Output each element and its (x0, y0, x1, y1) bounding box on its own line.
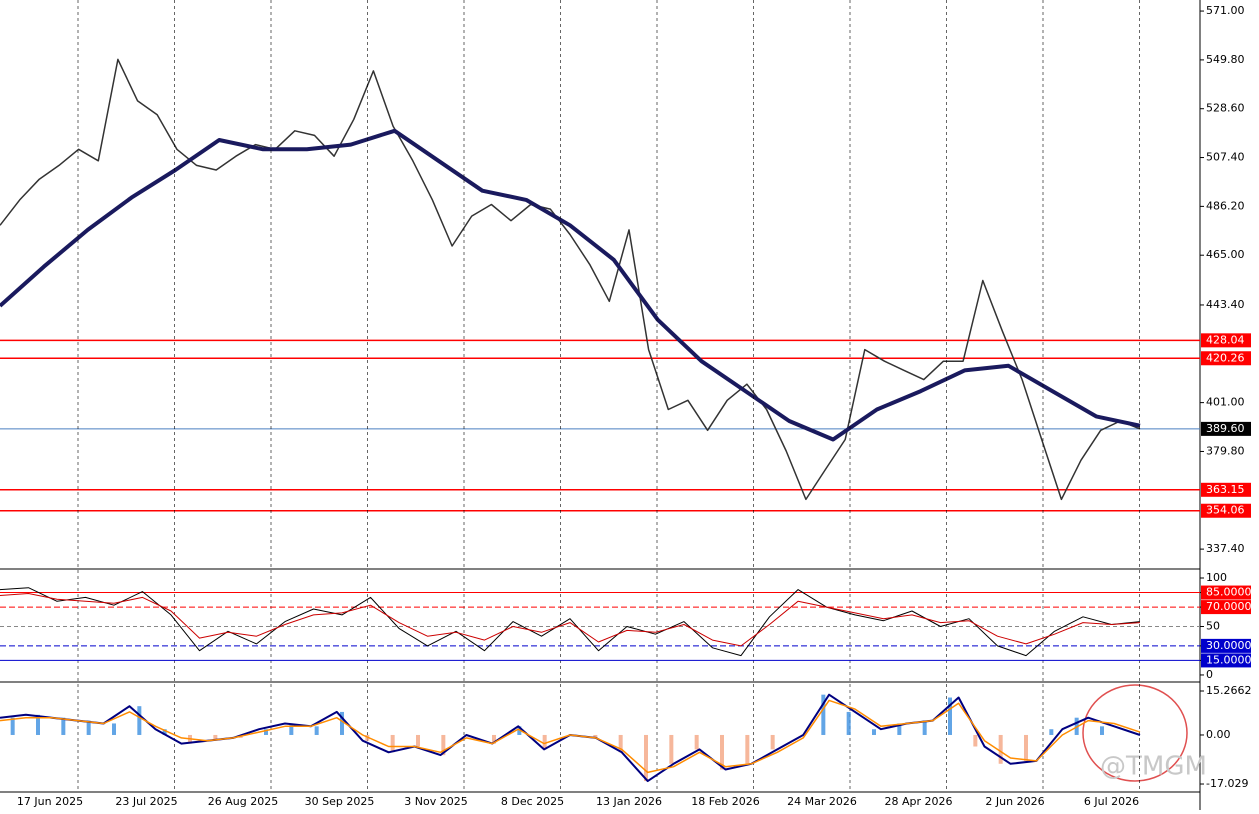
level-label: 389.60 (1206, 422, 1245, 435)
level-label-bg (1201, 351, 1251, 366)
y-tick-label: 465.00 (1206, 248, 1245, 261)
highlight-circle (1082, 684, 1188, 782)
x-tick-label: 24 Mar 2026 (787, 795, 857, 808)
y-tick-label: -17.029 (1206, 777, 1248, 790)
histogram-bar (644, 734, 648, 782)
y-tick-label: 337.40 (1206, 542, 1245, 555)
y-tick-label: 379.80 (1206, 444, 1245, 457)
y-tick-label: 100 (1206, 571, 1227, 584)
histogram-bar (922, 720, 927, 735)
level-label: 363.15 (1206, 483, 1245, 496)
histogram-bar (340, 711, 344, 735)
histogram-bar (1100, 726, 1104, 735)
x-tick-label: 17 Jun 2025 (17, 795, 83, 808)
histogram-bar (618, 734, 623, 753)
y-tick-label: 507.40 (1206, 151, 1245, 164)
level-label: 15.0000 (1206, 653, 1252, 666)
histogram-bar (1049, 729, 1054, 735)
histogram-bar (162, 729, 167, 735)
level-label: 70.0000 (1206, 600, 1252, 613)
series-line (0, 699, 1141, 774)
level-label-bg (1201, 638, 1251, 653)
x-tick-label: 6 Jul 2026 (1084, 795, 1139, 808)
histogram-bar (542, 734, 547, 750)
histogram-bar (36, 714, 40, 735)
histogram-bar (441, 734, 446, 756)
histogram-bar (973, 734, 978, 747)
level-label-bg (1201, 503, 1251, 518)
y-tick-label: 486.20 (1206, 199, 1245, 212)
x-tick-label: 30 Sep 2025 (305, 795, 375, 808)
level-label-bg (1201, 600, 1251, 615)
histogram-bar (416, 734, 420, 747)
histogram-bar (112, 723, 116, 735)
y-tick-label: 50 (1206, 619, 1220, 632)
histogram-bar (745, 734, 750, 764)
level-label-bg (1201, 421, 1251, 436)
level-label: 85.0000 (1206, 586, 1252, 599)
histogram-bar (1024, 734, 1028, 761)
histogram-bar (264, 729, 268, 735)
series-line (0, 593, 1141, 647)
x-tick-label: 3 Nov 2025 (404, 795, 467, 808)
histogram-bar (720, 734, 724, 770)
histogram-bar (846, 711, 851, 735)
y-tick-label: 549.80 (1206, 53, 1245, 66)
histogram-bar (593, 734, 598, 738)
histogram-bar (492, 734, 496, 744)
y-tick-label: 401.00 (1206, 396, 1245, 409)
plot-bg (0, 0, 1200, 810)
y-tick-label: 571.00 (1206, 4, 1245, 17)
y-tick-label: 15.2662 (1206, 684, 1252, 697)
y-tick-label: 528.60 (1206, 102, 1245, 115)
x-tick-label: 2 Jun 2026 (985, 795, 1044, 808)
x-tick-label: 28 Apr 2026 (884, 795, 952, 808)
series-line (0, 128, 1141, 442)
histogram-bar (10, 717, 15, 735)
level-label-bg (1201, 653, 1251, 668)
series-line (0, 587, 1141, 657)
histogram-bar (821, 694, 826, 735)
histogram-bar (137, 706, 142, 735)
histogram-bar (897, 723, 902, 735)
x-tick-label: 8 Dec 2025 (501, 795, 564, 808)
histogram-bar (86, 720, 91, 735)
level-label: 428.04 (1206, 333, 1245, 346)
y-tick-label: 443.40 (1206, 298, 1245, 311)
level-label: 30.0000 (1206, 639, 1252, 652)
histogram-bar (61, 717, 66, 735)
histogram-bar (289, 723, 294, 735)
histogram-bar (694, 734, 699, 750)
histogram-bar (770, 734, 775, 750)
y-tick-label: 0 (1206, 668, 1213, 681)
level-label-bg (1201, 585, 1251, 600)
level-label: 420.26 (1206, 351, 1245, 364)
histogram-bar (669, 734, 674, 764)
histogram-bar (213, 734, 218, 741)
histogram-bar (948, 697, 952, 735)
histogram-bar (314, 726, 319, 735)
histogram-bar (872, 729, 876, 735)
histogram-bar (998, 734, 1003, 764)
histogram-bar (390, 734, 395, 753)
watermark: @TMGM (1100, 752, 1207, 782)
x-tick-label: 13 Jan 2026 (596, 795, 662, 808)
level-label: 354.06 (1206, 504, 1245, 517)
level-label-bg (1201, 333, 1251, 348)
x-tick-label: 26 Aug 2025 (208, 795, 278, 808)
x-tick-label: 23 Jul 2025 (115, 795, 177, 808)
level-label-bg (1201, 482, 1251, 497)
y-tick-label: 0.00 (1206, 728, 1231, 741)
x-tick-label: 18 Feb 2026 (691, 795, 759, 808)
